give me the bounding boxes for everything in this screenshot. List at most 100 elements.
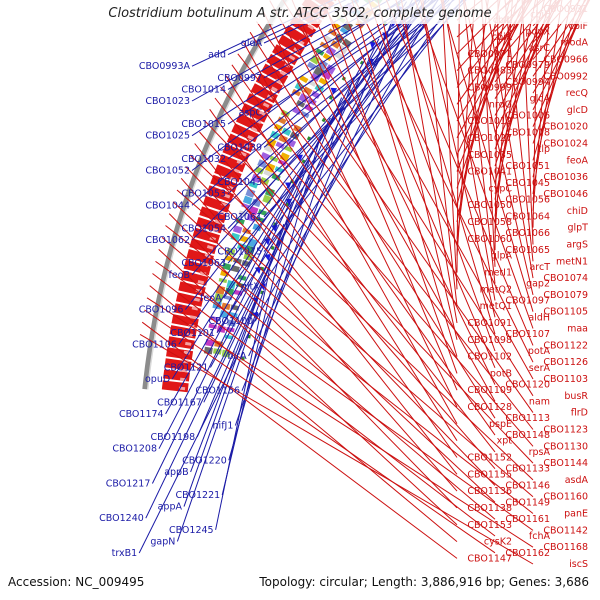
gene-label[interactable]: CBO1053 bbox=[181, 189, 226, 200]
gene-label[interactable]: CBO1105 bbox=[543, 307, 588, 318]
gene-label[interactable]: CBO0999 bbox=[467, 83, 512, 94]
gene-label[interactable]: potB bbox=[490, 368, 512, 379]
gene-label[interactable]: metI1 bbox=[484, 268, 512, 279]
gene-label[interactable]: CBO1056 bbox=[505, 195, 550, 206]
gene-label[interactable]: serA bbox=[529, 363, 551, 374]
gene-label[interactable]: CBO1014 bbox=[181, 84, 226, 95]
gene-label[interactable]: CBO1102 bbox=[467, 352, 512, 363]
gene-label[interactable]: CBO1149 bbox=[505, 497, 550, 508]
gene-label[interactable]: CBO0997 bbox=[217, 73, 262, 84]
gene-label[interactable]: CBO1046 bbox=[543, 189, 588, 200]
gene-label[interactable]: CBO1122 bbox=[543, 340, 588, 351]
gene-label[interactable]: CBO1091 bbox=[467, 318, 512, 329]
gene-label[interactable]: CBO1126 bbox=[543, 357, 588, 368]
gene-label[interactable]: opuD bbox=[145, 374, 170, 385]
gene-label[interactable]: gap2 bbox=[526, 279, 550, 290]
gene-label[interactable]: CBO0983 bbox=[467, 66, 512, 77]
gene-label[interactable]: CBO1121 bbox=[164, 363, 209, 374]
gene-label[interactable]: CBO0994 bbox=[505, 77, 550, 88]
gene-label[interactable]: CBO1198 bbox=[151, 432, 196, 443]
gene-label[interactable]: CBO1109 bbox=[467, 385, 512, 396]
gene-label[interactable]: CBO1162 bbox=[505, 548, 550, 559]
gene-label[interactable]: cysK2 bbox=[484, 537, 512, 548]
gene-label[interactable]: CBO1103 bbox=[543, 374, 588, 385]
gene-label[interactable]: gltX bbox=[241, 281, 260, 292]
gene-label[interactable]: xpt bbox=[497, 436, 513, 447]
gene-label[interactable]: appA bbox=[158, 502, 183, 513]
gene-label[interactable]: maa bbox=[567, 324, 588, 335]
gene-label[interactable]: glpA bbox=[491, 251, 513, 262]
gene-label[interactable]: CBO1153 bbox=[467, 520, 512, 531]
gene-label[interactable]: panE bbox=[564, 509, 588, 520]
gene-label[interactable]: CBO1096 bbox=[139, 305, 184, 316]
gene-label[interactable]: CBO1044 bbox=[145, 200, 190, 211]
gene-label[interactable]: CBO1217 bbox=[106, 479, 151, 490]
gene-label[interactable]: feoB bbox=[168, 270, 190, 281]
gene-label[interactable]: CBO1023 bbox=[145, 96, 190, 107]
gene-label[interactable]: CBO1148 bbox=[505, 430, 550, 441]
gene-label[interactable]: potA bbox=[528, 346, 551, 357]
gene-label[interactable]: CBO1018 bbox=[505, 127, 550, 138]
gene-label[interactable]: CBO1240 bbox=[99, 513, 144, 524]
gene-label[interactable]: CBO1167 bbox=[157, 397, 202, 408]
gene-label[interactable]: CBO1051 bbox=[505, 161, 550, 172]
gene-label[interactable]: CBO0979 bbox=[505, 60, 550, 71]
gene-label[interactable]: CBO0966 bbox=[543, 55, 588, 66]
gene-label[interactable]: trxB1 bbox=[112, 548, 138, 559]
gene-label[interactable]: iscS bbox=[569, 559, 588, 570]
gene-label[interactable]: CBO1168 bbox=[543, 542, 588, 553]
gene-label[interactable]: CBO1174 bbox=[119, 409, 164, 420]
gene-label[interactable]: glcA bbox=[530, 94, 551, 105]
gene-label[interactable]: rpsA bbox=[529, 447, 551, 458]
gene-label[interactable]: asdA bbox=[565, 475, 589, 486]
gene-label[interactable]: cbiK bbox=[492, 32, 513, 43]
gene-label[interactable]: CBO1097 bbox=[505, 296, 550, 307]
gene-label[interactable]: CBO1064 bbox=[505, 211, 550, 222]
gene-label[interactable]: CBO1113 bbox=[505, 413, 550, 424]
gene-label[interactable]: CBO1221 bbox=[176, 490, 221, 501]
gene-label[interactable]: CBO1098 bbox=[467, 335, 512, 346]
gene-label[interactable]: recQ bbox=[566, 88, 588, 99]
gene-label[interactable]: CBO1054 bbox=[181, 224, 226, 235]
gene-label[interactable]: CBO1142 bbox=[543, 525, 588, 536]
gene-label[interactable]: CBO1036 bbox=[543, 172, 588, 183]
gene-label[interactable]: CBO1025 bbox=[145, 131, 190, 142]
gene-label[interactable]: arcT bbox=[529, 262, 550, 273]
gene-label[interactable]: feoA bbox=[200, 293, 222, 304]
gene-label[interactable]: CBO1161 bbox=[505, 514, 550, 525]
gene-label[interactable]: CBO1136 bbox=[467, 486, 512, 497]
gene-label[interactable]: CBO1208 bbox=[112, 444, 157, 455]
gene-label[interactable]: CBO1100 bbox=[209, 316, 254, 327]
gene-label[interactable]: CBO1147 bbox=[467, 553, 512, 564]
gene-label[interactable]: appB bbox=[164, 467, 188, 478]
gene-label[interactable]: gapN bbox=[150, 536, 175, 547]
gene-label[interactable]: CBO1052 bbox=[145, 166, 190, 177]
gene-label[interactable]: CBO1062 bbox=[145, 235, 190, 246]
gene-label[interactable]: CBO1020 bbox=[543, 122, 588, 133]
gene-label[interactable]: pduX bbox=[525, 26, 550, 37]
gene-label[interactable]: CBO1160 bbox=[543, 492, 588, 503]
gene-label[interactable]: pspE bbox=[489, 419, 512, 430]
gene-label[interactable]: CBO1041 bbox=[467, 167, 512, 178]
gene-label[interactable]: CBO1133 bbox=[505, 464, 550, 475]
gene-label[interactable]: flrD bbox=[571, 408, 588, 419]
gene-label[interactable]: CBO1101 bbox=[170, 328, 215, 339]
gene-label[interactable]: modA bbox=[560, 38, 588, 49]
gene-label[interactable]: CBO1245 bbox=[169, 525, 214, 536]
gene-label[interactable]: CBO1063 bbox=[181, 258, 226, 269]
gene-label[interactable]: CBO1043 bbox=[217, 177, 262, 188]
gene-label[interactable]: CBO1156 bbox=[195, 386, 240, 397]
gene-label[interactable]: CBO1032 bbox=[181, 154, 226, 165]
gene-label[interactable]: CBO1130 bbox=[543, 441, 588, 452]
gene-label[interactable]: CBO1075 bbox=[217, 247, 262, 258]
gene-label[interactable]: CBO1120 bbox=[505, 380, 550, 391]
gene-label[interactable]: CBO1061 bbox=[217, 212, 262, 223]
gene-label[interactable]: CBO1012 bbox=[467, 116, 512, 127]
gene-label[interactable]: CBO1152 bbox=[467, 453, 512, 464]
gene-label[interactable]: CBO1035 bbox=[467, 150, 512, 161]
gene-label[interactable]: aldH bbox=[528, 312, 550, 323]
gene-label[interactable]: cypC bbox=[488, 183, 512, 194]
gene-label[interactable]: tlp bbox=[538, 144, 550, 155]
gene-label[interactable]: glcD bbox=[567, 105, 588, 116]
gene-label[interactable]: gldA bbox=[241, 38, 263, 49]
